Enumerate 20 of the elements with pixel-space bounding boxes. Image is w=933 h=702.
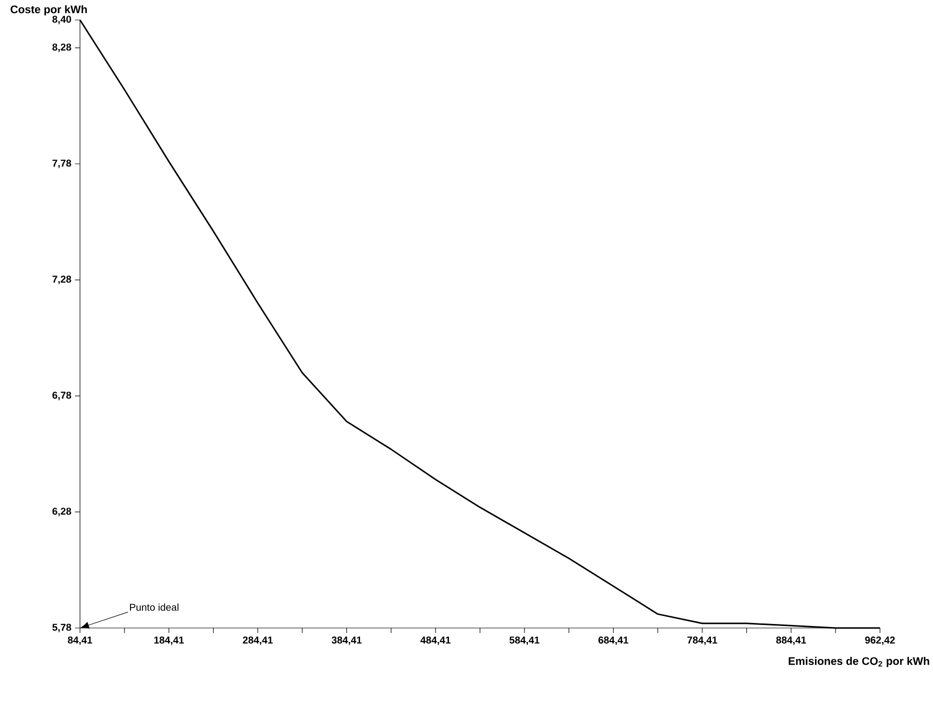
y-tick-label: 7,28 [52,276,72,284]
y-tick-label: 7,78 [52,160,72,168]
annotation: Punto ideal [130,603,178,611]
x-tick-label: 784,41 [687,636,718,646]
x-tick-label: 384,41 [332,636,362,646]
y-tick-label: 6,78 [52,392,72,400]
y-tick-label: 5,78 [52,624,72,632]
x-tick-label: 962,42 [865,636,895,646]
x-tick-label: 84,41 [68,636,92,646]
y-tick-label: 6,28 [52,508,72,516]
x-axis-title: Emisiones de CO$_{2}$ por kWh [788,656,930,668]
x-tick-label: 284,41 [242,636,273,646]
x-tick-label: 684,41 [598,636,628,646]
x-tick-label: 884,41 [776,636,806,646]
y-tick-label: 8,40 [52,16,72,24]
y-tick-label: 8,28 [52,44,72,52]
x-tick-label: 484,41 [420,636,451,646]
x-tick-label: 184,41 [154,636,184,646]
y-axis-title: Coste por kWh [10,5,87,16]
x-tick-label: 584,41 [510,636,540,646]
